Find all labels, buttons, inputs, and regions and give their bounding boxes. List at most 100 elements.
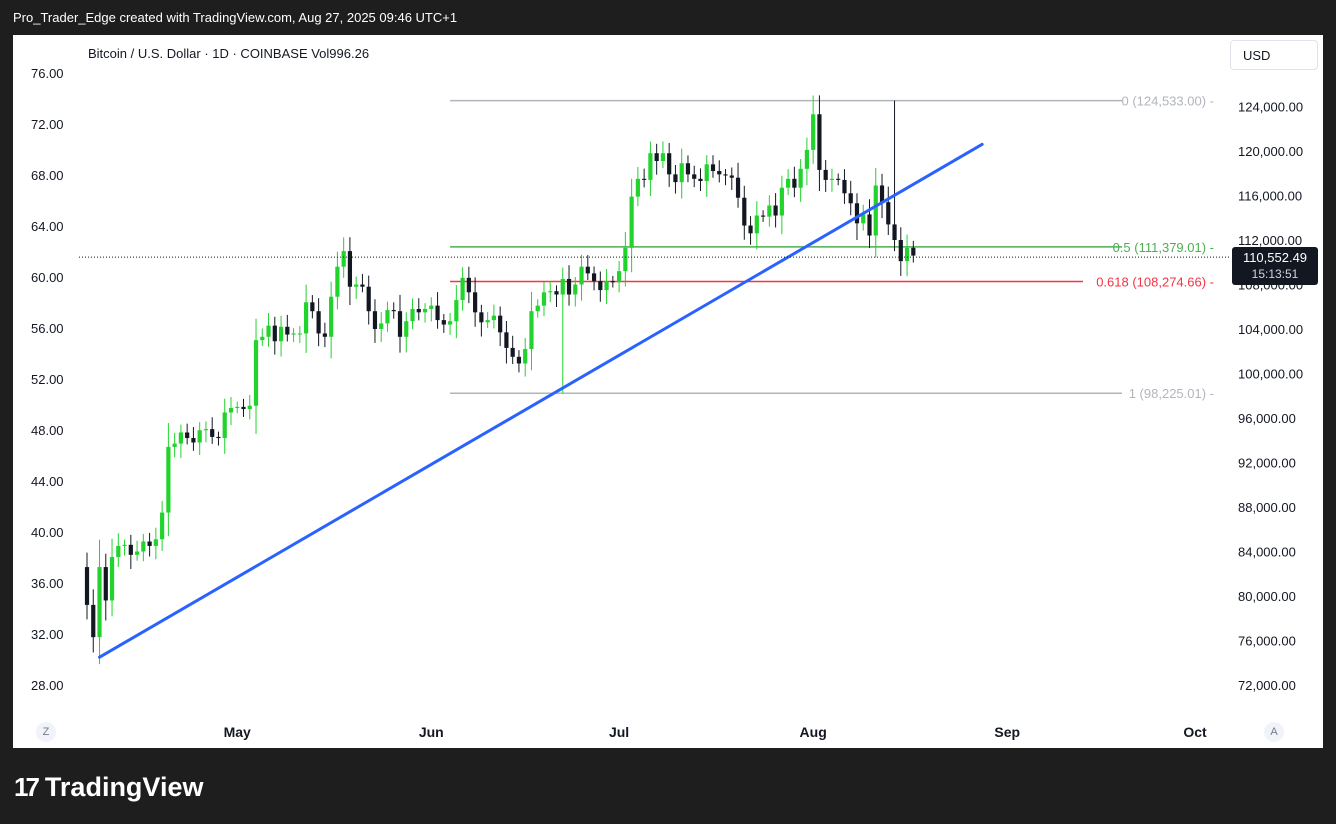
candle-body: [285, 326, 290, 335]
candle-body: [729, 175, 734, 178]
candle-body: [541, 292, 547, 306]
candle-body: [811, 114, 816, 150]
fib-level-label: 0.5 (111,379.01) -: [1113, 240, 1214, 255]
left-axis-tick: 72.00: [31, 117, 64, 132]
auto-scale-button[interactable]: A: [1264, 722, 1284, 742]
left-axis-tick: 44.00: [31, 474, 64, 489]
tradingview-wordmark: TradingView: [44, 772, 204, 802]
candle-body: [291, 333, 296, 335]
x-axis-month-label: Jul: [609, 724, 629, 740]
left-axis-tick: 32.00: [31, 627, 64, 642]
currency-button[interactable]: USD: [1230, 40, 1318, 70]
candle-body: [491, 315, 496, 321]
zoom-reset-button[interactable]: Z: [36, 722, 56, 742]
candle-body: [886, 202, 891, 225]
candle-body: [435, 305, 440, 321]
right-axis-tick: 84,000.00: [1238, 545, 1296, 560]
candle-body: [817, 114, 822, 170]
right-axis-tick: 88,000.00: [1238, 500, 1296, 515]
candle-body: [147, 541, 152, 546]
candle-body: [648, 153, 653, 180]
candle-body: [210, 429, 215, 437]
candle-body: [103, 567, 108, 601]
left-axis-tick: 64.00: [31, 219, 64, 234]
candle-body: [892, 224, 897, 240]
candle-body: [673, 174, 678, 183]
fib-level-label: 0 (124,533.00) -: [1121, 94, 1214, 109]
candle-body: [516, 356, 522, 364]
candle-body: [297, 333, 302, 335]
candle-body: [341, 251, 346, 267]
candle-body: [84, 567, 90, 605]
right-axis-tick: 104,000.00: [1238, 322, 1303, 337]
candle-body: [579, 266, 584, 285]
candle-body: [410, 308, 415, 322]
candle-body: [904, 247, 910, 262]
candle-body: [679, 163, 684, 183]
candle-body: [91, 604, 96, 638]
candle-body: [253, 340, 259, 406]
candle-body: [873, 185, 878, 236]
candle-body: [141, 541, 146, 552]
right-axis-tick: 116,000.00: [1238, 189, 1302, 204]
candle-body: [685, 163, 691, 175]
right-axis-tick: 124,000.00: [1238, 100, 1303, 115]
candle-body: [585, 266, 590, 274]
right-axis-tick: 100,000.00: [1238, 367, 1303, 382]
candle-body: [635, 178, 640, 197]
candle-body: [692, 174, 697, 179]
candle-body: [222, 412, 227, 439]
candle-body: [153, 539, 158, 546]
candle-body: [441, 320, 446, 325]
candle-body: [829, 178, 835, 180]
candle-body: [742, 197, 747, 226]
candle-body: [178, 432, 183, 444]
candle-body: [372, 311, 378, 329]
candle-body: [391, 310, 396, 312]
tradingview-mark-icon: 17: [14, 772, 40, 802]
candle-body: [191, 438, 196, 443]
candle-body: [566, 278, 572, 295]
candle-body: [879, 185, 885, 203]
left-axis-tick: 76.00: [31, 66, 64, 81]
candle-body: [754, 215, 759, 234]
x-axis-month-label: Sep: [994, 724, 1020, 740]
candle-body: [804, 149, 809, 169]
attribution-text: Pro_Trader_Edge created with TradingView…: [13, 10, 458, 25]
candle-body: [128, 544, 133, 555]
candle-body: [529, 311, 534, 350]
candle-body: [466, 277, 471, 293]
candle-body: [598, 281, 603, 291]
left-axis-tick: 56.00: [31, 321, 64, 336]
candle-body: [335, 266, 340, 297]
candle-body: [185, 432, 190, 439]
candle-body: [310, 302, 315, 312]
candle-body: [228, 407, 234, 413]
candle-body: [460, 277, 465, 301]
candle-body: [604, 281, 609, 291]
candle-body: [160, 512, 165, 540]
candle-body: [404, 321, 409, 337]
candle-body: [316, 311, 321, 334]
candle-body: [842, 179, 847, 194]
candle-body: [473, 292, 478, 313]
candle-body: [116, 545, 121, 558]
candle-body: [748, 225, 753, 234]
candle-body: [97, 567, 102, 638]
right-axis-tick: 80,000.00: [1238, 589, 1296, 604]
right-axis-tick: 96,000.00: [1238, 411, 1296, 426]
candle-body: [272, 325, 277, 342]
x-axis-month-label: May: [224, 724, 251, 740]
candle-body: [854, 203, 860, 224]
candle-body: [911, 247, 916, 256]
candle-body: [347, 251, 353, 287]
candle-body: [898, 240, 903, 262]
candle-body: [617, 271, 622, 283]
candle-body: [654, 153, 659, 162]
last-price-label: 110,552.49 15:13:51: [1232, 247, 1318, 285]
candle-body: [554, 291, 559, 295]
tradingview-logo: 17 TradingView: [14, 772, 203, 803]
left-axis-tick: 28.00: [31, 678, 64, 693]
candle-body: [573, 284, 578, 295]
